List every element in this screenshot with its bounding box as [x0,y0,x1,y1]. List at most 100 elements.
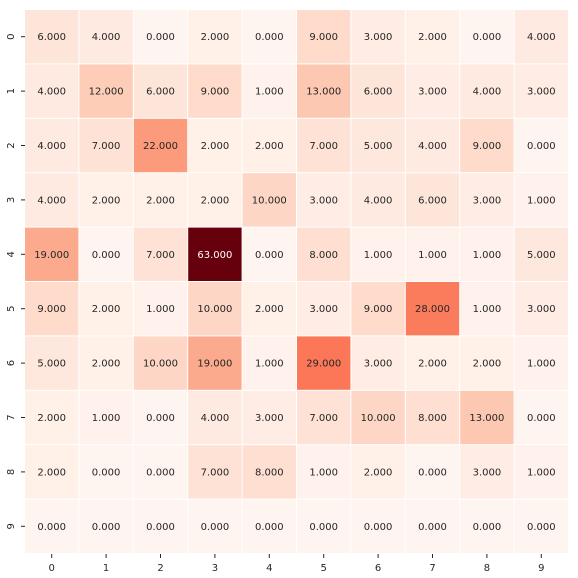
heatmap-cell-label-r6-c8: 2.000 [473,359,502,370]
heatmap-cell-label-r4-c2: 7.000 [146,250,175,261]
heatmap-cell-label-r0-c8: 0.000 [473,32,502,43]
heatmap-cell-r5-c5 [297,282,351,336]
heatmap-cell-r1-c9 [514,64,568,118]
heatmap-cell-label-r6-c9: 1.000 [527,359,556,370]
heatmap-cell-r2-c6 [351,118,405,173]
heatmap-cell-label-r2-c4: 2.000 [255,141,284,152]
x-tick-label-2: 2 [157,563,163,574]
heatmap-cell-r8-c9 [514,445,568,499]
heatmap-cell-label-r3-c3: 2.000 [201,195,230,206]
heatmap-cell-label-r0-c3: 2.000 [201,32,230,43]
heatmap-cell-r3-c1 [79,173,133,227]
heatmap-cell-label-r3-c8: 3.000 [473,195,502,206]
heatmap-cell-label-r7-c4: 3.000 [255,413,284,424]
heatmap-cell-label-r9-c4: 0.000 [255,522,284,533]
heatmap-cell-r9-c5 [297,499,351,553]
heatmap-cell-label-r2-c6: 5.000 [364,141,393,152]
y-tick-label-4: 4 [6,251,17,257]
heatmap-cell-r0-c5 [297,10,351,64]
heatmap-cell-r4-c7 [405,227,460,281]
heatmap-cell-label-r9-c9: 0.000 [527,522,556,533]
heatmap-cell-labels: 6.000 4.000 0.000 2.000 0.000 9.000 3.000 2.000… [34,32,555,533]
heatmap-cell-r1-c8 [460,64,514,118]
heatmap-cell-label-r3-c7: 6.000 [418,195,447,206]
x-tick-label-8: 8 [484,563,490,574]
heatmap-cell-r4-c1 [79,227,133,281]
heatmap-cell-r2-c4 [242,118,296,173]
heatmap-cell-label-r8-c6: 2.000 [364,467,393,478]
heatmap-cell-r0-c8 [460,10,514,64]
heatmap-cell-label-r7-c9: 0.000 [527,413,556,424]
x-tick-label-5: 5 [321,563,327,574]
heatmap-cell-r3-c5 [297,173,351,227]
heatmap-cell-r6-c0 [25,336,79,390]
heatmap-cell-label-r2-c3: 2.000 [201,141,230,152]
heatmap-cell-r5-c6 [351,282,405,336]
heatmap-cell-r6-c7 [405,336,460,390]
heatmap-cell-label-r5-c1: 2.000 [92,304,121,315]
y-axis: 0 1 2 3 4 5 6 7 8 9 [6,34,25,529]
heatmap-cell-r4-c0 [25,227,79,281]
heatmap-cell-label-r9-c3: 0.000 [201,522,230,533]
heatmap-cell-r6-c6 [351,336,405,390]
heatmap-cell-label-r3-c6: 4.000 [364,195,393,206]
heatmap-cell-r4-c5 [297,227,351,281]
heatmap-cell-label-r7-c5: 7.000 [309,413,338,424]
heatmap-cell-label-r8-c8: 3.000 [473,467,502,478]
heatmap-cell-label-r4-c5: 8.000 [309,250,338,261]
heatmap-cell-r0-c7 [405,10,460,64]
x-tick-label-3: 3 [212,563,218,574]
heatmap-cell-label-r1-c8: 4.000 [473,87,502,98]
heatmap-cell-r6-c1 [79,336,133,390]
heatmap-cell-r2-c3 [188,118,242,173]
heatmap-cell-r6-c5 [297,336,351,390]
y-tick-label-1: 1 [6,88,17,94]
heatmap-cell-label-r2-c1: 7.000 [92,141,121,152]
heatmap-cell-r9-c9 [514,499,568,553]
x-tick-label-9: 9 [538,563,544,574]
y-tick-label-2: 2 [6,142,17,148]
heatmap-cell-label-r8-c2: 0.000 [146,467,175,478]
heatmap-cell-label-r2-c0: 4.000 [37,141,66,152]
heatmap-cell-r1-c6 [351,64,405,118]
heatmap-cell-label-r2-c7: 4.000 [418,141,447,152]
heatmap-cell-r5-c1 [79,282,133,336]
heatmap-cell-r8-c0 [25,445,79,499]
heatmap-cell-label-r6-c1: 2.000 [92,359,121,370]
heatmap-cell-r2-c2 [133,118,188,173]
heatmap-cell-r1-c0 [25,64,79,118]
heatmap-cell-label-r0-c7: 2.000 [418,32,447,43]
heatmap-cell-label-r1-c4: 1.000 [255,87,284,98]
x-tick-label-4: 4 [266,563,272,574]
heatmap-cell-label-r5-c4: 2.000 [255,304,284,315]
x-tick-label-1: 1 [103,563,109,574]
heatmap-cell-r8-c2 [133,445,188,499]
heatmap-cell-label-r1-c2: 6.000 [146,87,175,98]
heatmap-cell-label-r2-c2: 22.000 [143,141,178,152]
heatmap-cell-label-r3-c4: 10.000 [252,195,287,206]
heatmap-cell-r2-c7 [405,118,460,173]
heatmap-cell-r4-c4 [242,227,296,281]
heatmap-cell-r3-c9 [514,173,568,227]
heatmap-cell-label-r9-c8: 0.000 [473,522,502,533]
heatmap-cell-label-r4-c9: 5.000 [527,250,556,261]
y-tick-label-7: 7 [6,414,17,420]
heatmap-cell-label-r8-c0: 2.000 [37,467,66,478]
heatmap-cell-r2-c1 [79,118,133,173]
heatmap-cell-label-r3-c0: 4.000 [37,195,66,206]
heatmap-cell-r2-c5 [297,118,351,173]
heatmap-cell-label-r9-c6: 0.000 [364,522,393,533]
heatmap-cell-label-r3-c5: 3.000 [309,195,338,206]
heatmap-cell-label-r9-c0: 0.000 [37,522,66,533]
heatmap-cell-label-r1-c1: 12.000 [89,87,124,98]
heatmap-cell-r5-c7 [405,282,460,336]
heatmap-cell-r7-c8 [460,390,514,445]
heatmap-cell-r4-c9 [514,227,568,281]
heatmap-cell-label-r5-c2: 1.000 [146,304,175,315]
heatmap-cell-r8-c1 [79,445,133,499]
heatmap-cell-r4-c2 [133,227,188,281]
heatmap-cell-r9-c8 [460,499,514,553]
heatmap-cell-label-r7-c3: 4.000 [201,413,230,424]
heatmap-cell-label-r8-c1: 0.000 [92,467,121,478]
heatmap-cell-r9-c7 [405,499,460,553]
